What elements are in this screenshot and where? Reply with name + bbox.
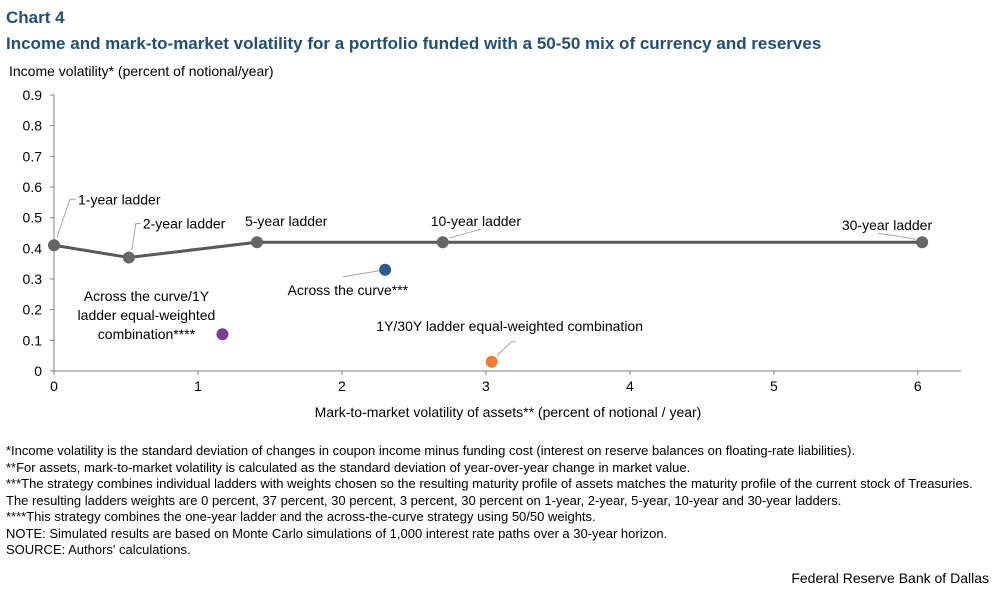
combo-1y30y-label: 1Y/30Y ladder equal-weighted combination	[376, 318, 643, 334]
y-tick-label: 0.3	[23, 271, 43, 287]
footnote-income: *Income volatility is the standard devia…	[6, 443, 856, 458]
combo-1y-label-line: ladder equal-weighted	[78, 307, 216, 323]
y-axis-title: Income volatility* (percent of notional/…	[9, 63, 274, 79]
leader-line	[131, 223, 141, 250]
ladder-point	[48, 239, 60, 252]
combo-1y-label-line: combination****	[98, 326, 196, 342]
leader-line	[496, 341, 516, 357]
ladder-point	[250, 236, 263, 249]
combo-1y-label-line: Across the curve/1Y	[84, 288, 210, 304]
scatter-chart: 0 0.1 0.2 0.3 0.4 0.5 0.6 0.7 0.8 0.9 0 1 2 3 4 5 6 1-ye…	[23, 87, 961, 420]
y-tick-label: 0.7	[23, 148, 43, 164]
chart-title: Income and mark-to-market volatility for…	[6, 34, 822, 53]
y-tick-label: 0.8	[23, 118, 43, 134]
x-tick-label: 5	[770, 378, 778, 394]
across-curve-point	[379, 263, 392, 276]
x-tick-label: 3	[482, 378, 490, 394]
ladder-point	[122, 251, 135, 264]
leader-line	[878, 232, 917, 240]
ladder-label: 2-year ladder	[143, 216, 226, 232]
source-note: SOURCE: Authors' calculations.	[6, 542, 191, 557]
ladder-point	[436, 236, 449, 249]
ladder-point	[916, 236, 929, 249]
y-tick-label: 0	[34, 363, 42, 379]
tick-labels: 0 0.1 0.2 0.3 0.4 0.5 0.6 0.7 0.8 0.9 0 1 2 3 4 5 6	[23, 87, 922, 394]
leader-line	[56, 198, 76, 238]
ladder-label: 5-year ladder	[245, 213, 328, 229]
chart-label: Chart 4	[6, 8, 65, 27]
footnote-combination: ****This strategy combines the one-year …	[6, 509, 596, 524]
y-tick-label: 0.5	[23, 210, 43, 226]
combo-1y-point	[216, 328, 229, 341]
footnote-mtm: **For assets, mark-to-market volatility …	[6, 459, 691, 475]
x-tick-label: 1	[194, 378, 202, 394]
across-curve-label: Across the curve***	[288, 282, 409, 298]
ladder-label: 1-year ladder	[78, 191, 161, 207]
ladder-line	[53, 240, 923, 260]
footnotes: *Income volatility is the standard devia…	[6, 443, 994, 559]
y-tick-label: 0.9	[23, 87, 43, 103]
leader-lines	[56, 198, 917, 357]
x-tick-label: 2	[338, 378, 346, 394]
x-tick-label: 6	[914, 378, 922, 394]
y-tick-label: 0.1	[23, 332, 43, 348]
leader-line	[448, 228, 481, 239]
data-labels: 1-year ladder 2-year ladder 5-year ladder 1…	[78, 191, 933, 342]
credit-line: Federal Reserve Bank of Dallas	[791, 570, 989, 586]
combo-1y30y-point	[485, 355, 498, 368]
ladder-label: 30-year ladder	[842, 217, 933, 233]
y-tick-label: 0.6	[23, 179, 43, 195]
x-tick-label: 4	[626, 378, 634, 394]
note-simulation: NOTE: Simulated results are based on Mon…	[6, 525, 668, 541]
x-axis-title: Mark-to-market volatility of assets** (p…	[315, 404, 702, 420]
footnote-across-curve: ***The strategy combines individual ladd…	[6, 476, 973, 508]
leader-line	[343, 270, 380, 278]
series	[48, 236, 929, 368]
ladder-label: 10-year ladder	[431, 213, 522, 229]
x-tick-label: 0	[50, 378, 58, 394]
y-tick-label: 0.2	[23, 302, 43, 318]
y-tick-label: 0.4	[23, 240, 43, 256]
